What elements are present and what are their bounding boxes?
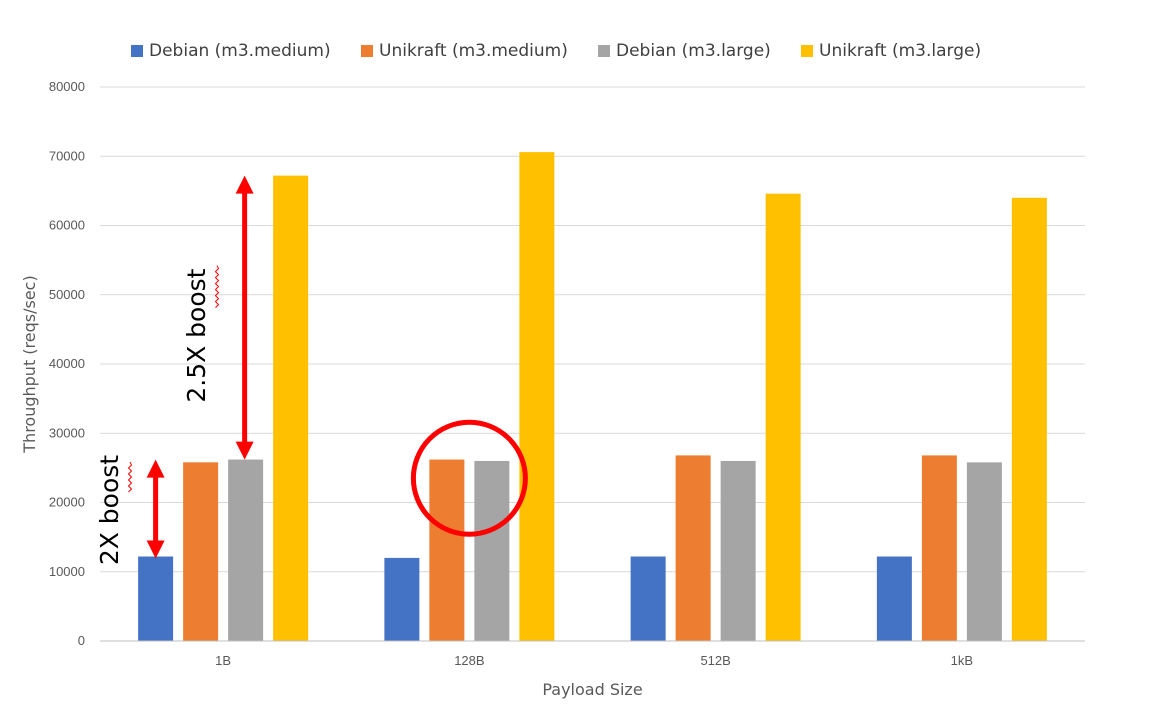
bar-1b-series-1 bbox=[183, 462, 219, 641]
bar-512b-series-3 bbox=[765, 193, 801, 641]
x-tick-label: 512B bbox=[700, 653, 730, 668]
gridlines bbox=[100, 86, 1085, 573]
bar-1b-series-3 bbox=[273, 175, 309, 641]
legend-label-unikraft-medium: Unikraft (m3.medium) bbox=[379, 41, 568, 61]
y-tick-label: 20000 bbox=[49, 495, 85, 510]
bar-1kb-series-2 bbox=[966, 462, 1002, 641]
y-tick-label: 50000 bbox=[49, 287, 85, 302]
x-tick-label: 1kB bbox=[951, 653, 973, 668]
y-tick-label: 0 bbox=[78, 633, 85, 648]
squiggle-2-5x-boost bbox=[214, 265, 220, 308]
legend-swatch-unikraft-medium bbox=[361, 45, 373, 57]
legend-item-debian-large: Debian (m3.large) bbox=[598, 36, 771, 66]
legend-swatch-debian-medium bbox=[131, 45, 143, 57]
arrow-2x-boost bbox=[146, 459, 165, 559]
highlight-circle bbox=[410, 419, 528, 537]
x-axis-title: Payload Size bbox=[542, 680, 642, 699]
y-tick-label: 40000 bbox=[49, 356, 85, 371]
bar-512b-series-0 bbox=[630, 556, 666, 641]
y-tick-label: 10000 bbox=[49, 564, 85, 579]
bars bbox=[138, 152, 1047, 642]
bar-1b-series-0 bbox=[138, 556, 174, 641]
squiggle-2x-boost bbox=[127, 461, 133, 493]
bar-128b-series-0 bbox=[384, 557, 420, 641]
bar-128b-series-3 bbox=[519, 152, 555, 641]
x-axis-ticks: 1B 128B 512B 1kB bbox=[215, 653, 973, 668]
bar-1kb-series-1 bbox=[921, 455, 957, 641]
y-tick-label: 60000 bbox=[49, 218, 85, 233]
bar-512b-series-2 bbox=[720, 460, 756, 641]
legend-label-debian-large: Debian (m3.large) bbox=[616, 41, 771, 61]
y-axis-title: Throughput (reqs/sec) bbox=[20, 275, 39, 453]
legend-item-unikraft-large: Unikraft (m3.large) bbox=[801, 36, 981, 66]
y-axis-ticks: 0 10000 20000 30000 40000 50000 60000 70000 8000… bbox=[49, 79, 85, 648]
legend-item-unikraft-medium: Unikraft (m3.medium) bbox=[361, 36, 568, 66]
annotation-2x-boost: 2X boost bbox=[95, 455, 124, 565]
y-tick-label: 30000 bbox=[49, 425, 85, 440]
chart-legend: Debian (m3.medium) Unikraft (m3.medium) … bbox=[0, 36, 1151, 66]
x-tick-label: 1B bbox=[215, 653, 231, 668]
bar-128b-series-1 bbox=[429, 459, 465, 641]
x-tick-label: 128B bbox=[454, 653, 484, 668]
y-tick-label: 70000 bbox=[49, 148, 85, 163]
annotation-2-5x-boost: 2.5X boost bbox=[182, 268, 211, 402]
arrow-2-5x-boost bbox=[235, 175, 254, 460]
legend-swatch-debian-large bbox=[598, 45, 610, 57]
annotations: 2X boost 2.5X boost bbox=[95, 175, 528, 565]
bar-128b-series-2 bbox=[474, 460, 510, 641]
legend-label-unikraft-large: Unikraft (m3.large) bbox=[819, 41, 982, 61]
bar-1kb-series-3 bbox=[1011, 197, 1047, 642]
bar-1b-series-2 bbox=[228, 459, 264, 641]
bar-512b-series-1 bbox=[675, 455, 711, 641]
legend-swatch-unikraft-large bbox=[801, 45, 813, 57]
legend-item-debian-medium: Debian (m3.medium) bbox=[131, 36, 331, 66]
bar-1kb-series-0 bbox=[876, 556, 912, 641]
y-tick-label: 80000 bbox=[49, 79, 85, 94]
legend-label-debian-medium: Debian (m3.medium) bbox=[149, 41, 331, 61]
